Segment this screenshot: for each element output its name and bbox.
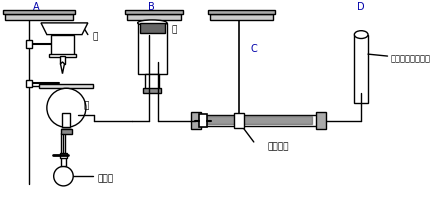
Text: 过氧化钠: 过氧化钠 (267, 142, 289, 151)
Bar (60, 157, 66, 166)
Text: 水: 水 (93, 32, 98, 41)
Bar (139, 23, 165, 33)
Text: 酸性高锰酸钾溶液: 酸性高锰酸钾溶液 (391, 55, 430, 63)
Ellipse shape (354, 31, 368, 39)
Text: D: D (357, 2, 365, 12)
Bar (127, 14, 180, 20)
Bar (60, 129, 72, 134)
Text: A: A (33, 2, 39, 12)
Bar (125, 10, 183, 14)
Ellipse shape (138, 20, 167, 26)
Text: 碳: 碳 (83, 101, 89, 110)
Bar (62, 113, 70, 127)
Bar (195, 115, 322, 126)
Bar (208, 10, 275, 14)
Text: B: B (148, 2, 155, 12)
Bar (210, 14, 273, 20)
Bar (316, 112, 326, 129)
Bar (191, 112, 201, 129)
Bar (39, 84, 93, 88)
Polygon shape (355, 37, 367, 98)
Circle shape (47, 88, 86, 127)
Polygon shape (41, 23, 88, 35)
Bar (143, 88, 161, 93)
Bar (26, 80, 32, 87)
Bar (59, 56, 66, 64)
Bar (146, 74, 159, 89)
Text: 铜: 铜 (171, 25, 177, 34)
Bar (199, 114, 207, 127)
Bar (62, 133, 66, 153)
Bar (51, 35, 74, 56)
Bar (59, 153, 67, 158)
Bar (3, 10, 75, 14)
Bar (354, 35, 368, 103)
Polygon shape (44, 24, 85, 33)
Bar (234, 113, 244, 128)
Circle shape (54, 166, 73, 186)
Polygon shape (60, 62, 64, 74)
Bar (138, 23, 167, 74)
Text: C: C (250, 44, 257, 54)
Text: 浓硝酸: 浓硝酸 (97, 175, 114, 184)
Bar (5, 14, 73, 20)
Bar (49, 54, 76, 57)
Polygon shape (205, 116, 312, 124)
Bar (26, 40, 32, 48)
